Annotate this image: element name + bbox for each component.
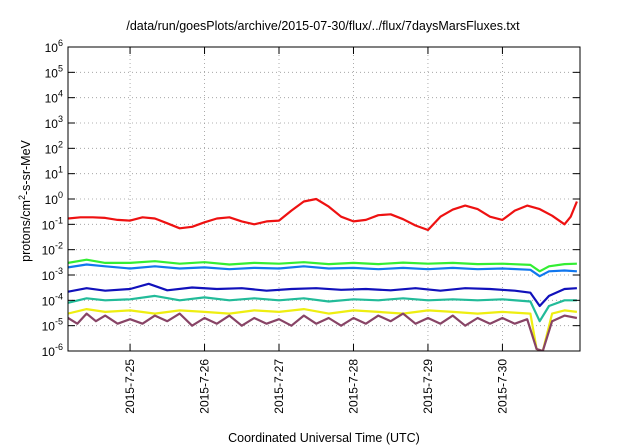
x-axis-label: Coordinated Universal Time (UTC) xyxy=(228,431,420,445)
series-line-3 xyxy=(68,263,577,278)
y-tick-label: 10-1 xyxy=(42,215,63,232)
y-tick-label: 105 xyxy=(45,63,63,80)
series-line-6 xyxy=(68,308,578,351)
series-line-1 xyxy=(68,197,578,232)
y-tick-label: 101 xyxy=(45,165,63,182)
y-tick-label: 102 xyxy=(45,139,63,156)
y-tick-label: 100 xyxy=(45,190,63,207)
y-tick-labels: 10-6 10-5 10-4 10-3 10-2 10-1 100 101 102 103 104 1… xyxy=(42,38,63,359)
x-tick-label: 2015-7-27 xyxy=(272,359,286,414)
y-tick-label: 103 xyxy=(45,114,63,131)
grid xyxy=(68,47,580,351)
y-tick-label: 10-2 xyxy=(42,241,63,258)
series-line-4 xyxy=(68,282,577,308)
y-axis-label: protons/cm2-s-sr-MeV xyxy=(17,139,33,261)
series-line-5 xyxy=(68,294,577,323)
series-lines xyxy=(68,197,578,351)
y-tick-label: 10-6 xyxy=(42,342,63,359)
x-tick-label: 2015-7-25 xyxy=(123,359,137,414)
x-tick-label: 2015-7-26 xyxy=(198,359,212,414)
y-tick-label: 10-4 xyxy=(42,291,63,308)
x-tick-label: 2015-7-30 xyxy=(495,359,509,414)
x-tick-labels: 2015-7-25 2015-7-26 2015-7-27 2015-7-28 2015… xyxy=(123,359,509,414)
x-tick-label: 2015-7-28 xyxy=(346,359,360,414)
x-tick-label: 2015-7-29 xyxy=(421,359,435,414)
axis-ticks xyxy=(68,46,580,352)
y-tick-label: 10-3 xyxy=(42,266,63,283)
y-tick-label: 106 xyxy=(45,38,63,55)
series-line-2 xyxy=(68,258,577,273)
chart-title: /data/run/goesPlots/archive/2015-07-30/f… xyxy=(126,19,520,33)
y-tick-label: 104 xyxy=(45,89,63,106)
y-tick-label: 10-5 xyxy=(42,317,63,334)
series-line-7 xyxy=(68,312,578,351)
